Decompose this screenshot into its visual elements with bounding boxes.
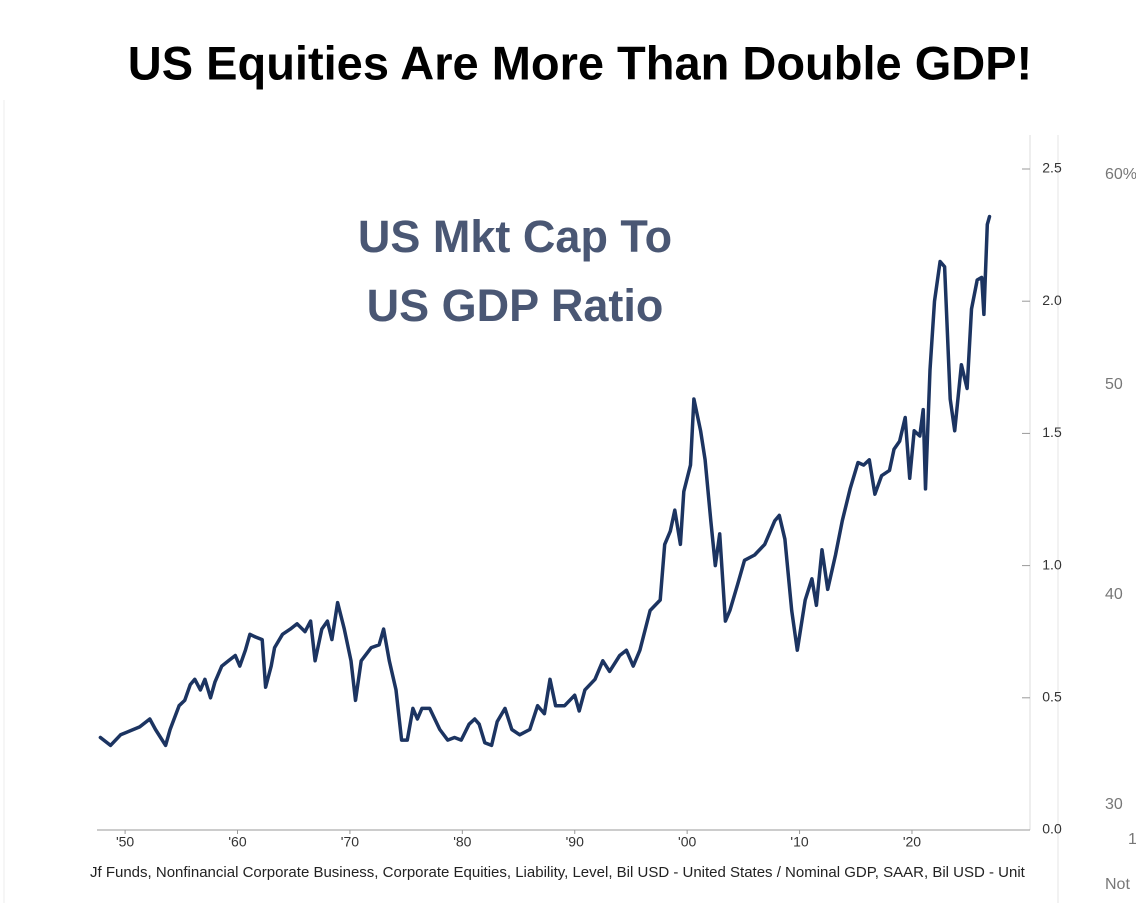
side-panel-label: 40 <box>1105 586 1123 603</box>
x-tick-label: '00 <box>678 834 696 850</box>
source-note: Jf Funds, Nonfinancial Corporate Busines… <box>90 864 1026 881</box>
y-tick-label: 2.5 <box>1042 160 1062 176</box>
annotation: US Mkt Cap To <box>358 211 672 262</box>
data-line <box>98 214 992 748</box>
y-tick-label: 1.0 <box>1042 556 1062 572</box>
y-tick-label: 2.0 <box>1042 292 1062 308</box>
side-panel-label: Not <box>1105 876 1130 893</box>
x-tick-label: '70 <box>341 834 359 850</box>
y-tick-label: 1.5 <box>1042 424 1062 440</box>
annotation: US GDP Ratio <box>367 280 664 331</box>
side-panel-label: 60% <box>1105 166 1136 183</box>
side-panel-label: 30 <box>1105 796 1123 813</box>
side-panel-label: 1 <box>1128 831 1136 848</box>
side-panel-label: 50 <box>1105 376 1123 393</box>
y-tick-label: 0.5 <box>1042 689 1062 705</box>
x-tick-label: '60 <box>228 834 246 850</box>
x-tick-label: '50 <box>116 834 134 850</box>
chart-title: US Equities Are More Than Double GDP! <box>128 36 1032 89</box>
x-tick-label: '90 <box>566 834 584 850</box>
x-tick-label: '80 <box>453 834 471 850</box>
x-tick-label: '10 <box>790 834 808 850</box>
x-tick-label: '20 <box>903 834 921 850</box>
y-tick-label: 0.0 <box>1042 821 1062 837</box>
